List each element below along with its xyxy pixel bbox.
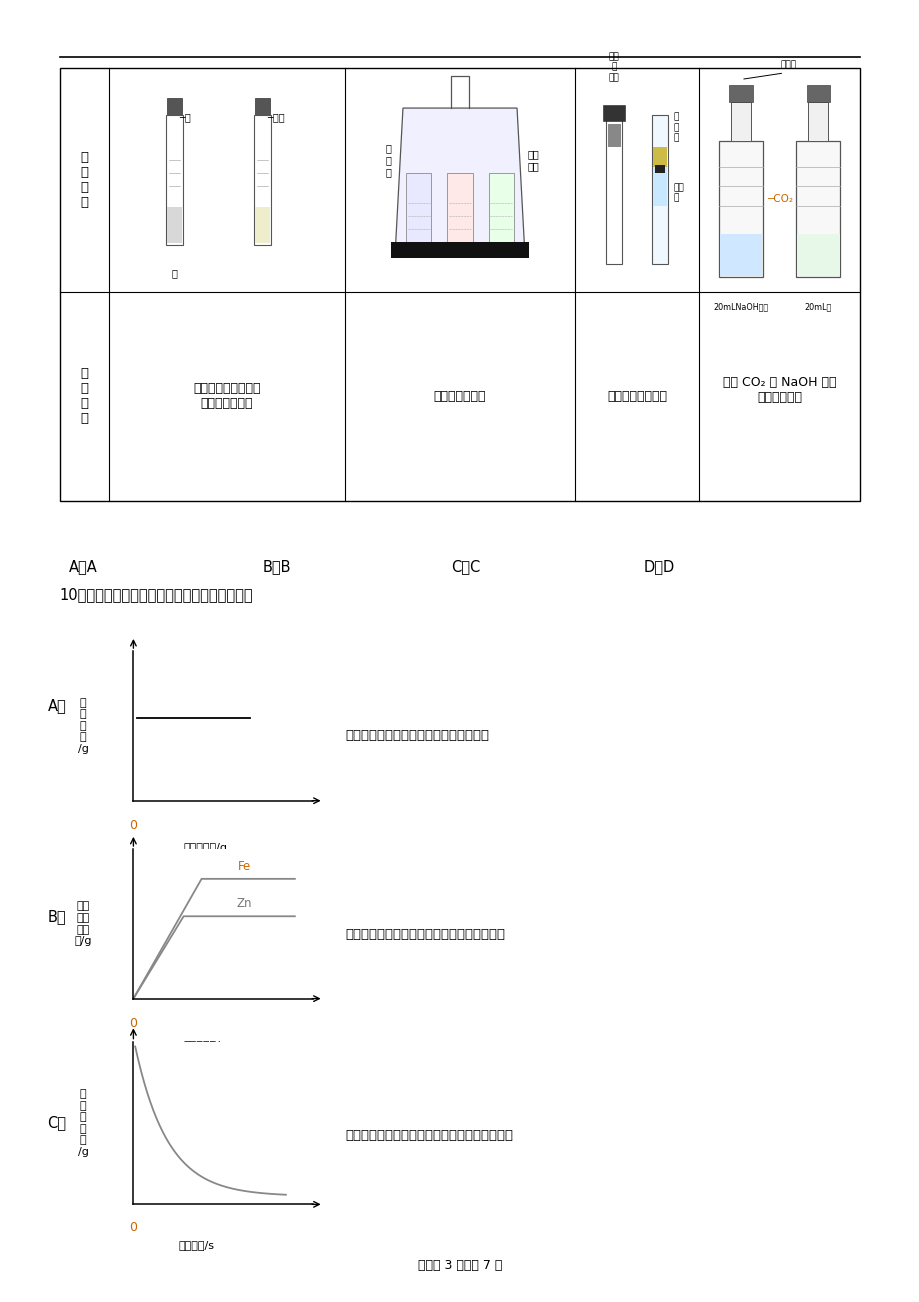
Text: 蒸馏
水: 蒸馏 水 [674, 184, 684, 202]
Bar [797, 234, 839, 276]
Text: C．C: C．C [450, 559, 480, 574]
Bar [255, 207, 269, 243]
Text: 反应时间/s: 反应时间/s [178, 1240, 214, 1250]
Bar [167, 98, 182, 121]
Text: 向等质量的锌、铁中滴加等质量分数的稀盐酸: 向等质量的锌、铁中滴加等质量分数的稀盐酸 [345, 928, 505, 941]
Bar [60, 68, 859, 501]
Bar [719, 234, 762, 276]
Bar [254, 115, 270, 245]
Bar [652, 167, 667, 206]
Text: 20mLNaOH溶液: 20mLNaOH溶液 [713, 302, 767, 311]
Text: D．D: D．D [643, 559, 675, 574]
Text: 试卷第 3 页，总 7 页: 试卷第 3 页，总 7 页 [417, 1259, 502, 1272]
Text: 实
验
设
计: 实 验 设 计 [80, 151, 88, 208]
Text: 20mL水: 20mL水 [804, 302, 831, 311]
Polygon shape [395, 108, 524, 245]
Text: 探究同种物质在不同
溶剂中的溶解性: 探究同种物质在不同 溶剂中的溶解性 [193, 383, 260, 410]
Text: 干燥
的
空气: 干燥 的 空气 [608, 52, 618, 82]
Text: 实
验
目
的: 实 验 目 的 [80, 367, 88, 426]
Bar [652, 115, 668, 264]
Text: 10．下列四个图象能正确反应对应实验操作的是: 10．下列四个图象能正确反应对应实验操作的是 [60, 587, 253, 603]
Bar [654, 165, 664, 173]
Text: 稀盐酸质量/g: 稀盐酸质量/g [183, 1040, 227, 1051]
Bar [731, 102, 750, 141]
Text: B．: B． [48, 909, 66, 924]
Text: Zn: Zn [236, 897, 252, 910]
Text: 酚酞
溶液: 酚酞 溶液 [527, 150, 539, 171]
Text: ─水: ─水 [179, 112, 191, 122]
Text: 碘: 碘 [172, 268, 177, 279]
Text: 浓
氨
水: 浓 氨 水 [385, 143, 391, 177]
Text: B．B: B．B [262, 559, 290, 574]
Text: A．: A． [48, 698, 66, 713]
Text: 探究 CO₂ 与 NaOH 溶液
能否发生反应: 探究 CO₂ 与 NaOH 溶液 能否发生反应 [722, 376, 835, 404]
Bar [607, 124, 619, 147]
Text: A．A: A．A [69, 559, 97, 574]
Bar [606, 115, 622, 264]
Text: 探究分子的运动: 探究分子的运动 [433, 391, 486, 402]
Bar [652, 147, 667, 167]
Text: 向一定量的饱和石灰水中不断加入生石灰: 向一定量的饱和石灰水中不断加入生石灰 [345, 729, 489, 742]
Text: 生石灰质量/g: 生石灰质量/g [183, 842, 227, 853]
Text: Fe: Fe [238, 859, 251, 872]
Text: 植
物
油: 植 物 油 [674, 113, 678, 142]
Bar [719, 141, 763, 277]
Bar [796, 141, 840, 277]
Text: 塑料瓶: 塑料瓶 [780, 60, 796, 69]
Bar [167, 207, 182, 243]
Bar [729, 85, 752, 102]
Bar [806, 85, 829, 102]
Text: 溶
质
质
量
/g: 溶 质 质 量 /g [77, 698, 88, 754]
Bar [447, 173, 472, 245]
Text: 0: 0 [130, 1221, 137, 1233]
Bar [603, 105, 625, 121]
Bar [166, 115, 183, 245]
Bar [255, 98, 269, 121]
Text: ─CO₂: ─CO₂ [766, 194, 792, 204]
Text: 0: 0 [130, 1017, 137, 1030]
Bar [391, 242, 528, 258]
Text: 探究铁生锈的条件: 探究铁生锈的条件 [607, 391, 666, 402]
Text: 向一定的氧化铁中通入一氧化碳气体并持续高温: 向一定的氧化铁中通入一氧化碳气体并持续高温 [345, 1129, 513, 1142]
Text: 生成
气体
的质
量/g: 生成 气体 的质 量/g [74, 901, 92, 947]
Bar [808, 102, 827, 141]
Text: ─汽油: ─汽油 [267, 112, 284, 122]
Text: C．: C． [47, 1115, 66, 1130]
Bar [488, 173, 514, 245]
Bar [405, 173, 431, 245]
Text: 固
体
的
质
量
/g: 固 体 的 质 量 /g [77, 1088, 88, 1157]
Text: 0: 0 [130, 819, 137, 832]
